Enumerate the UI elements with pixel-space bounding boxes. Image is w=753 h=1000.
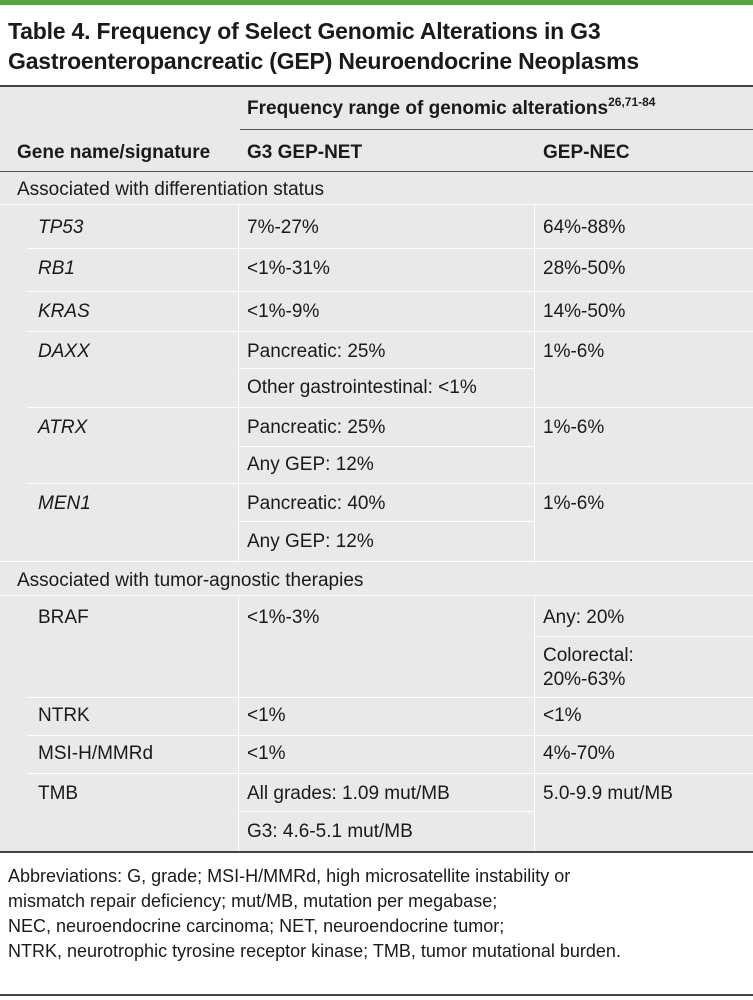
header-gene: Gene name/signature <box>17 142 211 163</box>
sub-divider <box>238 811 534 812</box>
sub-divider <box>238 368 534 369</box>
nec-atrx: 1%-6% <box>543 417 605 438</box>
net-ntrk: <1% <box>247 705 286 726</box>
row-divider <box>27 407 753 408</box>
net-rb1: <1%-31% <box>247 258 330 279</box>
nec-tp53: 64%-88% <box>543 217 626 238</box>
section-tumor-agnostic: Associated with tumor-agnostic therapies <box>17 570 364 591</box>
gene-daxx: DAXX <box>38 341 90 362</box>
nec-men1: 1%-6% <box>543 493 605 514</box>
header-nec: GEP-NEC <box>543 142 630 163</box>
column-divider <box>534 596 535 851</box>
gene-rb1: RB1 <box>38 258 75 279</box>
nec-braf-1: Any: 20% <box>543 607 625 628</box>
row-divider <box>27 291 753 292</box>
abbreviations-note: Abbreviations: G, grade; MSI-H/MMRd, hig… <box>8 864 748 964</box>
nec-braf-2b: 20%-63% <box>543 669 626 690</box>
sub-divider <box>238 521 534 522</box>
net-daxx-1: Pancreatic: 25% <box>247 341 386 362</box>
abbreviations-line: NEC, neuroendocrine carcinoma; NET, neur… <box>8 916 505 936</box>
net-atrx-2: Any GEP: 12% <box>247 454 374 475</box>
nec-tmb: 5.0-9.9 mut/MB <box>543 783 673 804</box>
net-msi: <1% <box>247 743 286 764</box>
abbreviations-line: NTRK, neurotrophic tyrosine receptor kin… <box>8 941 621 961</box>
net-tmb-2: G3: 4.6-5.1 mut/MB <box>247 821 413 842</box>
section-differentiation: Associated with differentiation status <box>17 179 324 200</box>
top-accent-bar <box>0 0 753 5</box>
row-divider <box>27 331 753 332</box>
section-divider <box>0 561 753 562</box>
title-line-2: Gastroenteropancreatic (GEP) Neuroendocr… <box>8 48 640 74</box>
net-atrx-1: Pancreatic: 25% <box>247 417 386 438</box>
net-braf: <1%-3% <box>247 607 320 628</box>
row-divider <box>27 248 753 249</box>
net-tmb-1: All grades: 1.09 mut/MB <box>247 783 450 804</box>
gene-kras: KRAS <box>38 301 90 322</box>
table-title: Table 4. Frequency of Select Genomic Alt… <box>8 16 748 76</box>
nec-daxx: 1%-6% <box>543 341 605 362</box>
gene-ntrk: NTRK <box>38 705 90 726</box>
column-divider <box>238 205 239 561</box>
header-bottom-rule <box>0 171 753 172</box>
sub-divider <box>534 636 753 637</box>
gene-tp53: TP53 <box>38 217 84 238</box>
title-line-1: Table 4. Frequency of Select Genomic Alt… <box>8 18 601 44</box>
column-divider <box>534 205 535 561</box>
header-span-rule <box>240 129 753 130</box>
row-divider <box>27 773 753 774</box>
row-divider <box>27 483 753 484</box>
nec-braf-2a: Colorectal: <box>543 645 634 666</box>
gene-braf: BRAF <box>38 607 89 628</box>
header-references: 26,71-84 <box>608 95 656 109</box>
net-kras: <1%-9% <box>247 301 320 322</box>
abbreviations-line: mismatch repair deficiency; mut/MB, muta… <box>8 891 498 911</box>
bottom-rule <box>0 994 753 996</box>
nec-ntrk: <1% <box>543 705 582 726</box>
header-net: G3 GEP-NET <box>247 142 363 163</box>
net-daxx-2: Other gastrointestinal: <1% <box>247 377 477 398</box>
sub-divider <box>238 446 534 447</box>
row-divider <box>0 204 753 205</box>
row-divider <box>0 595 753 596</box>
header-span-label: Frequency range of genomic alterations26… <box>247 95 656 119</box>
column-divider <box>238 596 239 851</box>
net-men1-1: Pancreatic: 40% <box>247 493 386 514</box>
gene-tmb: TMB <box>38 783 79 804</box>
row-divider <box>27 697 753 698</box>
net-men1-2: Any GEP: 12% <box>247 531 374 552</box>
nec-kras: 14%-50% <box>543 301 626 322</box>
abbreviations-line: Abbreviations: G, grade; MSI-H/MMRd, hig… <box>8 866 571 886</box>
gene-msi: MSI-H/MMRd <box>38 743 154 764</box>
nec-rb1: 28%-50% <box>543 258 626 279</box>
gene-atrx: ATRX <box>38 417 88 438</box>
net-tp53: 7%-27% <box>247 217 319 238</box>
gene-men1: MEN1 <box>38 493 91 514</box>
data-table: Frequency range of genomic alterations26… <box>0 85 753 853</box>
nec-msi: 4%-70% <box>543 743 615 764</box>
row-divider <box>27 735 753 736</box>
